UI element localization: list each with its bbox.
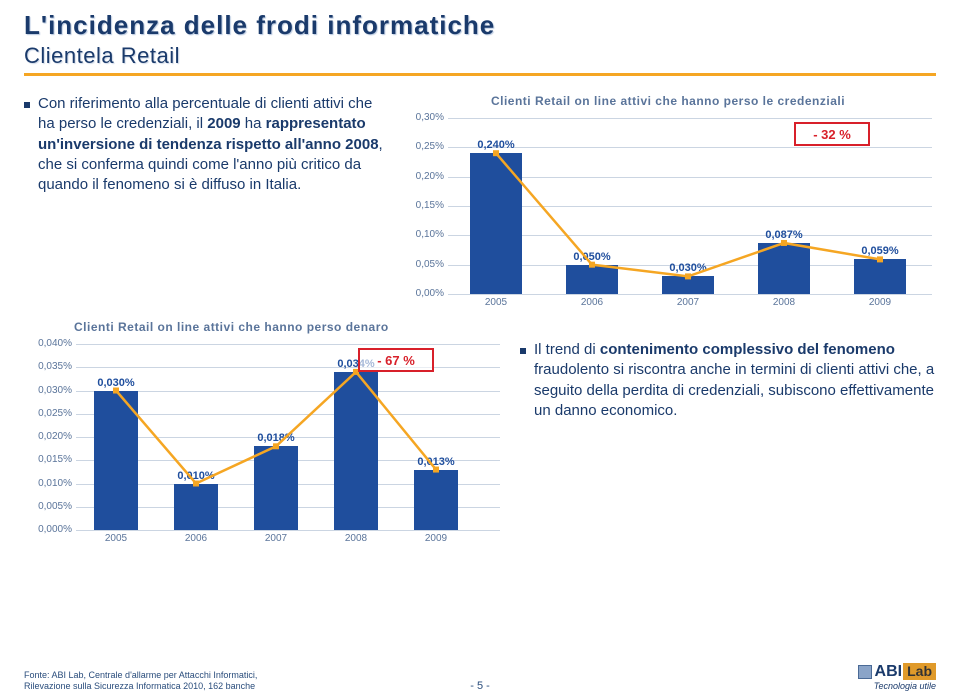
highlight-box: - 67 % xyxy=(358,348,434,372)
bullet-text: Con riferimento alla percentuale di clie… xyxy=(38,94,384,195)
logo-abi: ABI xyxy=(875,662,903,681)
chart1-title: Clienti Retail on line attivi che hanno … xyxy=(400,94,936,108)
bullet-right: Il trend di contenimento complessivo del… xyxy=(520,320,936,548)
chart2-title: Clienti Retail on line attivi che hanno … xyxy=(24,320,504,334)
row-top: Con riferimento alla percentuale di clie… xyxy=(0,88,960,312)
bullet-left: Con riferimento alla percentuale di clie… xyxy=(24,94,384,312)
bullet-dot-icon xyxy=(520,348,526,354)
source-line2: Rilevazione sulla Sicurezza Informatica … xyxy=(24,681,257,692)
source-text: Fonte: ABI Lab, Centrale d'allarme per A… xyxy=(24,670,257,692)
highlight-box: - 32 % xyxy=(794,122,870,146)
chart2-wrap: Clienti Retail on line attivi che hanno … xyxy=(24,320,504,548)
bullet-text: Il trend di contenimento complessivo del… xyxy=(534,340,936,421)
bullet-dot-icon xyxy=(24,102,30,108)
header: L'incidenza delle frodi informatiche Cli… xyxy=(0,0,960,88)
source-line1: Fonte: ABI Lab, Centrale d'allarme per A… xyxy=(24,670,257,681)
logo: ABI Lab Tecnologia utile xyxy=(858,662,936,692)
chart1: 0,00%0,05%0,10%0,15%0,20%0,25%0,30%0,240… xyxy=(400,112,936,312)
row-bottom: Clienti Retail on line attivi che hanno … xyxy=(0,312,960,548)
chart2: 0,000%0,005%0,010%0,015%0,020%0,025%0,03… xyxy=(24,338,504,548)
page-subtitle: Clientela Retail xyxy=(24,43,936,69)
title-rule xyxy=(24,73,936,76)
logo-square-icon xyxy=(858,665,872,679)
logo-tagline: Tecnologia utile xyxy=(874,681,936,692)
page-title: L'incidenza delle frodi informatiche xyxy=(24,10,936,41)
page-number: - 5 - xyxy=(470,680,490,692)
chart1-wrap: Clienti Retail on line attivi che hanno … xyxy=(400,94,936,312)
logo-lab: Lab xyxy=(903,663,936,680)
